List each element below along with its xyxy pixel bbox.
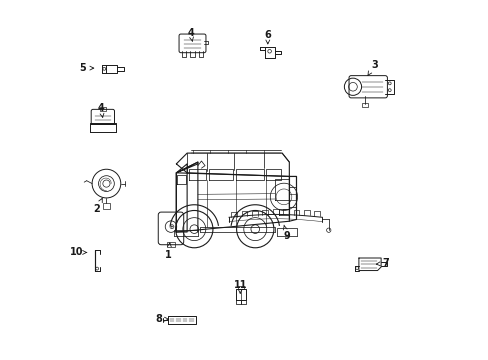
Bar — [100, 107, 105, 111]
Text: 11: 11 — [233, 280, 246, 293]
Text: 4: 4 — [98, 103, 104, 117]
Text: 6: 6 — [264, 30, 271, 44]
Text: 1: 1 — [165, 243, 171, 260]
Text: ⊕: ⊕ — [168, 224, 174, 230]
Text: 9: 9 — [283, 225, 289, 240]
Bar — [361, 103, 367, 107]
Text: 8: 8 — [155, 314, 168, 324]
Text: 4: 4 — [187, 28, 194, 41]
Text: 3: 3 — [367, 60, 377, 76]
Bar — [238, 286, 244, 289]
Bar — [167, 242, 174, 247]
Bar — [102, 203, 110, 209]
Text: 5: 5 — [80, 63, 94, 73]
Text: 7: 7 — [376, 258, 389, 268]
Text: 10: 10 — [70, 247, 86, 257]
Text: 2: 2 — [93, 198, 102, 215]
